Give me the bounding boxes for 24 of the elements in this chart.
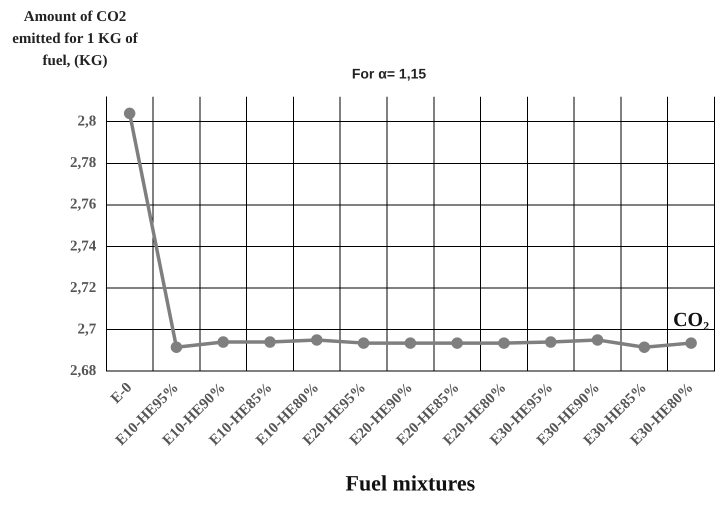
chart-title: For α= 1,15: [352, 65, 426, 82]
y-tick-label: 2,74: [70, 238, 97, 254]
point: [544, 336, 556, 348]
point: [311, 334, 323, 346]
series-label: CO₂: [673, 309, 710, 332]
point: [264, 336, 276, 348]
point: [358, 337, 370, 349]
point: [498, 337, 510, 349]
point: [638, 341, 650, 353]
y-axis-title: Amount of CO2 emitted for 1 KG of fuel, (KG): [11, 8, 139, 71]
point: [451, 337, 463, 349]
point: [217, 336, 229, 348]
y-tick-label: 2,68: [70, 362, 96, 379]
y-tick-label: 2,72: [70, 280, 96, 296]
point: [124, 108, 136, 120]
point: [170, 341, 182, 353]
y-tick-label: 2,76: [70, 196, 97, 213]
x-axis-title: Fuel mixtures: [346, 470, 476, 496]
y-tick-label: 2,78: [70, 155, 96, 172]
point: [685, 337, 697, 349]
point: [592, 334, 604, 346]
y-tick-label: 2,7: [78, 321, 97, 338]
point: [404, 337, 416, 349]
y-tick-label: 2,8: [78, 114, 96, 130]
